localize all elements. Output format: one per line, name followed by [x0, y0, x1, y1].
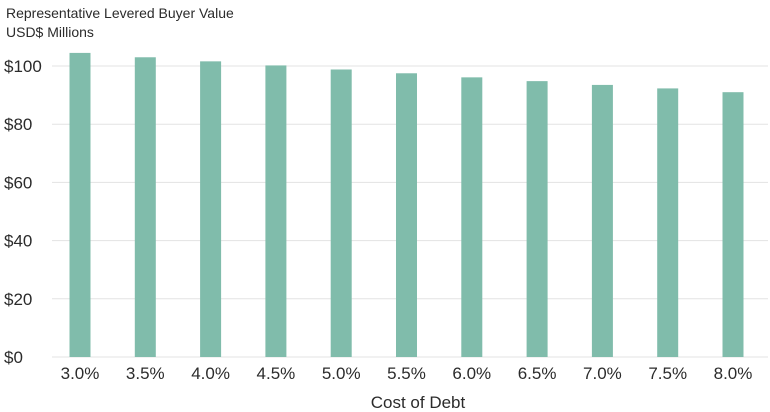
- y-tick-label: $0: [4, 348, 23, 367]
- bar: [69, 52, 91, 357]
- bar: [200, 61, 222, 358]
- bar: [330, 69, 352, 357]
- x-tick-label: 7.5%: [648, 364, 687, 383]
- bar: [396, 73, 417, 358]
- bar: [591, 84, 613, 357]
- bar: [134, 57, 156, 358]
- bar: [526, 81, 548, 357]
- x-tick-labels: 3.0% 3.5% 4.0% 4.5% 5.0% 5.5% 6.0% 6.5% 7.0% 7.5%…: [61, 364, 753, 383]
- x-tick-label: 4.5%: [257, 364, 296, 383]
- x-tick-label: 3.0%: [61, 364, 100, 383]
- x-tick-label: 6.5%: [518, 364, 557, 383]
- chart-subtitle: USD$ Millions: [6, 24, 94, 40]
- x-tick-label: 3.5%: [126, 364, 165, 383]
- y-tick-label: $60: [4, 173, 32, 192]
- x-tick-label: 6.0%: [452, 364, 491, 383]
- bar: [657, 88, 679, 358]
- y-tick-labels: $0 $20 $40 $60 $80 $100: [4, 57, 42, 367]
- bar: [722, 92, 744, 357]
- x-tick-label: 7.0%: [583, 364, 622, 383]
- x-axis-title: Cost of Debt: [371, 393, 466, 412]
- bar: [265, 65, 287, 357]
- bars: [69, 52, 744, 358]
- x-tick-label: 8.0%: [714, 364, 753, 383]
- x-tick-label: 5.0%: [322, 364, 361, 383]
- y-tick-label: $20: [4, 290, 32, 309]
- y-tick-label: $40: [4, 232, 32, 251]
- y-tick-label: $80: [4, 115, 32, 134]
- x-tick-label: 5.5%: [387, 364, 426, 383]
- bar: [461, 77, 483, 357]
- y-tick-label: $100: [4, 57, 42, 76]
- chart-title: Representative Levered Buyer Value: [6, 5, 234, 21]
- x-tick-label: 4.0%: [191, 364, 230, 383]
